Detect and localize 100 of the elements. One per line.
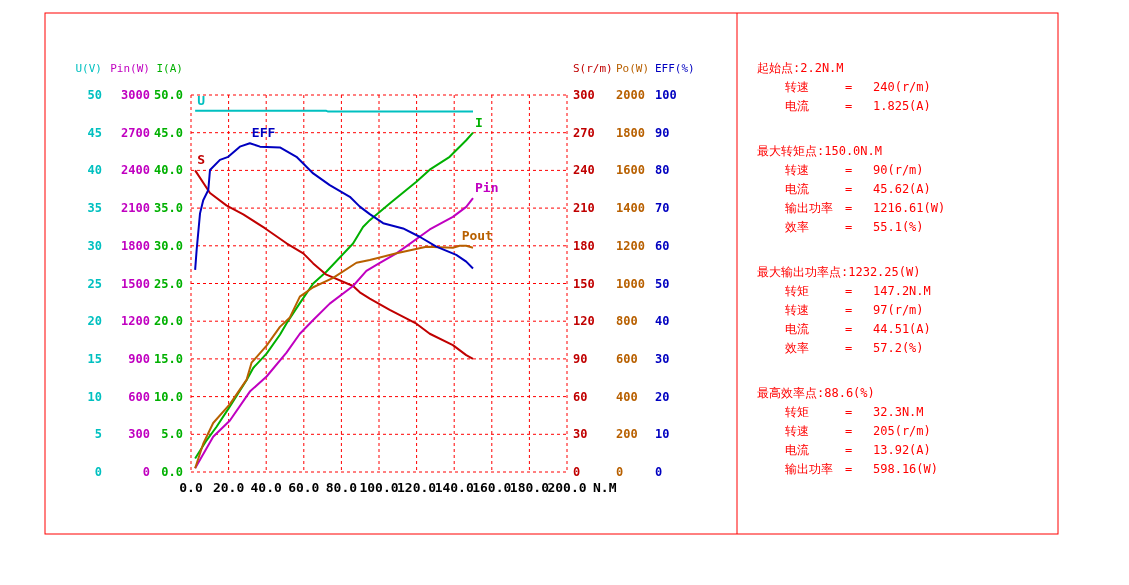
text: 输出功率 = 598.16(W)	[785, 462, 939, 476]
y2-tick-label: 1600	[616, 163, 645, 178]
y-tick-label: 1500	[121, 276, 150, 291]
y2-tick-label: 0	[573, 465, 581, 479]
text: 转矩 = 32.3N.M	[785, 405, 924, 419]
y2-tick-label: 0	[616, 465, 624, 479]
y-tick-label: 600	[128, 389, 150, 404]
y2-tick-label: 0	[655, 465, 663, 479]
y-tick-label: 45.0	[154, 125, 183, 140]
y2-tick-label: 100	[655, 88, 677, 102]
x-tick-label: 120.0	[397, 480, 437, 495]
x-tick-label: 80.0	[325, 480, 358, 495]
y2-tick-label: 90	[573, 351, 588, 366]
line-series	[194, 244, 474, 470]
y2-tick-label: 150	[573, 276, 595, 291]
y2-tick-label: 270	[573, 125, 595, 140]
series-label: I	[475, 114, 483, 130]
y2-tick-label: 50	[655, 276, 670, 291]
y2-tick-label: 400	[616, 389, 638, 404]
y-axis-title: U(V)	[75, 62, 102, 75]
y-tick-label: 2700	[121, 125, 150, 140]
y2-tick-label: 70	[655, 201, 670, 216]
y2-axis-title: Po(W)	[616, 62, 650, 75]
y-tick-label: 25.0	[154, 276, 183, 291]
text: 电流 = 45.62(A)	[785, 182, 931, 196]
x-tick-label: 160.0	[472, 480, 512, 495]
text: 转速 = 205(r/m)	[785, 424, 931, 438]
text: 最高效率点:88.6(%)	[757, 386, 875, 400]
y-tick-label: 50	[87, 88, 102, 102]
y-tick-label: 3000	[121, 88, 150, 102]
text: 电流 = 1.825(A)	[785, 99, 931, 113]
y-tick-label: 40.0	[154, 163, 183, 178]
y-tick-label: 0.0	[161, 465, 183, 479]
y-tick-label: 30.0	[154, 238, 183, 253]
text: 效率 = 55.1(%)	[785, 220, 924, 234]
y2-axis-title: S(r/m)	[573, 62, 613, 75]
y2-tick-label: 240	[573, 163, 595, 178]
y2-tick-label: 1200	[616, 238, 645, 253]
y-tick-label: 0	[142, 465, 150, 479]
x-axis-title: N.M	[593, 480, 617, 495]
y-axis-title: I(A)	[156, 62, 183, 75]
y2-tick-label: 40	[655, 314, 670, 329]
y-tick-label: 1200	[121, 314, 150, 329]
y-tick-label: 35.0	[154, 201, 183, 216]
y2-tick-label: 210	[573, 201, 595, 216]
y-tick-label: 40	[87, 163, 102, 178]
y-tick-label: 10.0	[154, 389, 183, 404]
y2-tick-label: 20	[655, 389, 670, 404]
y-tick-label: 2100	[121, 201, 150, 216]
text: 电流 = 13.92(A)	[785, 443, 931, 457]
x-tick-label: 100.0	[359, 480, 399, 495]
y2-tick-label: 10	[655, 427, 670, 442]
y-tick-label: 5.0	[161, 427, 183, 442]
y-tick-label: 2400	[121, 163, 150, 178]
text: 转矩 = 147.2N.M	[785, 284, 931, 298]
y2-tick-label: 60	[573, 389, 588, 404]
y-tick-label: 35	[87, 201, 102, 216]
series-label: Pin	[475, 180, 499, 196]
text: 最大输出功率点:1232.25(W)	[757, 265, 921, 279]
text: 输出功率 = 1216.61(W)	[785, 201, 946, 215]
y-tick-label: 20.0	[154, 314, 183, 329]
y-tick-label: 300	[128, 427, 150, 442]
series-label: Pout	[461, 227, 493, 243]
y-tick-label: 0	[94, 465, 102, 479]
text: 效率 = 57.2(%)	[785, 341, 924, 355]
y2-tick-label: 90	[655, 125, 670, 140]
text: 最大转矩点:150.0N.M	[757, 144, 883, 158]
y-tick-label: 900	[128, 351, 150, 366]
y2-tick-label: 200	[616, 427, 638, 442]
series-label: EFF	[251, 125, 276, 141]
y-tick-label: 15.0	[154, 351, 183, 366]
y-tick-label: 30	[87, 238, 102, 253]
y2-tick-label: 180	[573, 238, 595, 253]
y2-tick-label: 30	[655, 351, 670, 366]
y-tick-label: 25	[87, 276, 102, 291]
y-tick-label: 50.0	[154, 88, 183, 102]
y2-tick-label: 60	[655, 238, 670, 253]
y-tick-label: 10	[87, 389, 102, 404]
series-label: S	[197, 152, 206, 168]
y-tick-label: 45	[87, 125, 102, 140]
y2-tick-label: 1000	[616, 276, 645, 291]
y2-tick-label: 600	[616, 351, 638, 366]
x-tick-label: 0.0	[179, 480, 203, 495]
y2-tick-label: 1400	[616, 201, 645, 216]
y2-tick-label: 2000	[616, 88, 645, 102]
x-tick-label: 200.0	[547, 480, 587, 495]
y-tick-label: 5	[94, 427, 102, 442]
y2-tick-label: 1800	[616, 125, 645, 140]
y2-tick-label: 80	[655, 163, 670, 178]
text: 电流 = 44.51(A)	[785, 322, 931, 336]
y-tick-label: 15	[87, 351, 102, 366]
text: 起始点:2.2N.M	[757, 61, 844, 75]
y-axis-title: Pin(W)	[110, 62, 150, 75]
y2-tick-label: 800	[616, 314, 638, 329]
text: 转速 = 97(r/m)	[785, 303, 924, 317]
y2-tick-label: 120	[573, 314, 595, 329]
text: 转速 = 240(r/m)	[785, 80, 931, 94]
series-label: U	[197, 92, 206, 108]
x-tick-label: 60.0	[288, 480, 320, 495]
y-tick-label: 20	[87, 314, 102, 329]
